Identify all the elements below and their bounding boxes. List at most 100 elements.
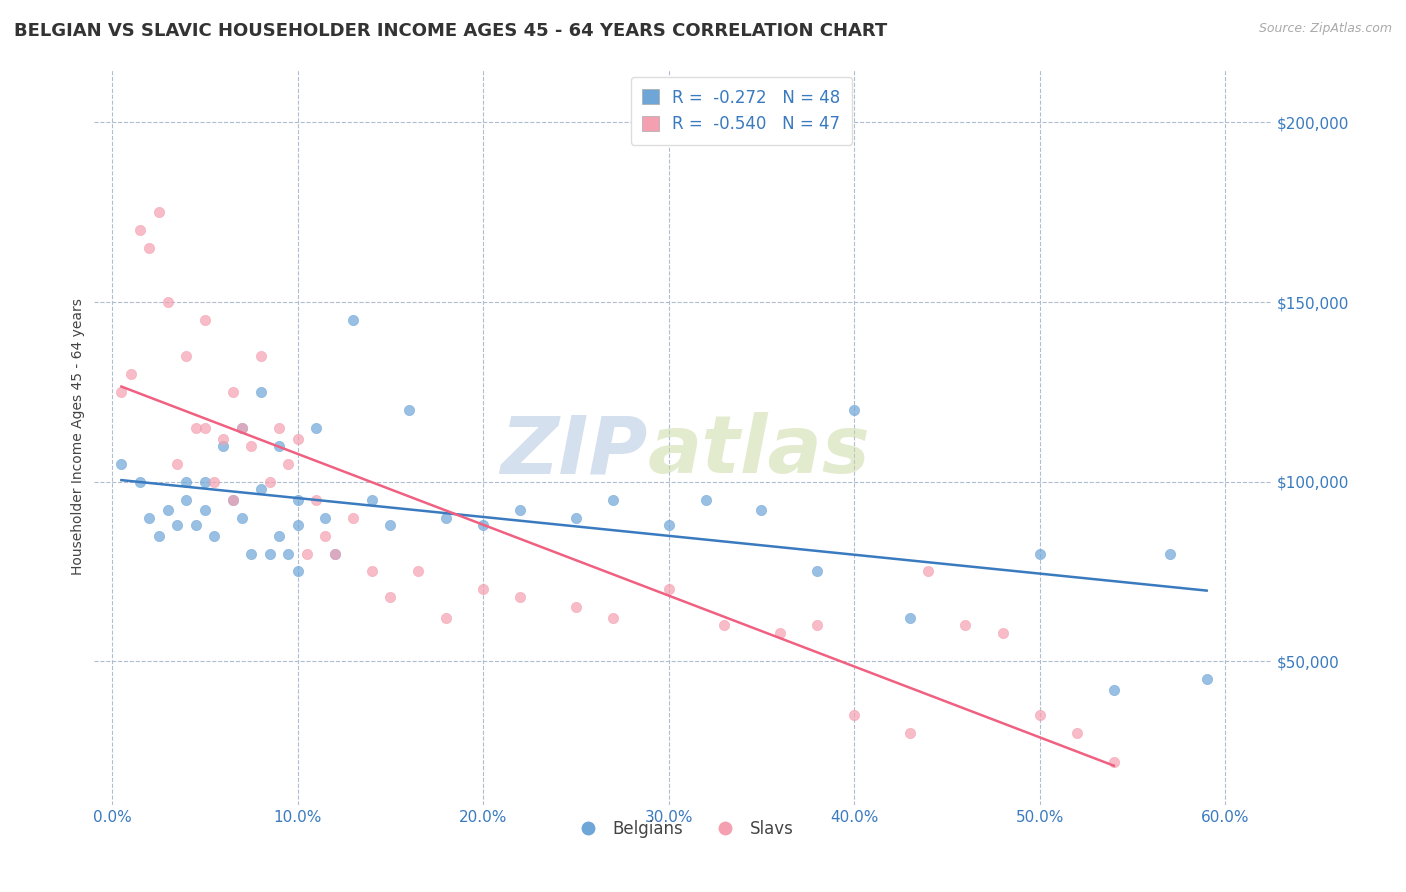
Y-axis label: Householder Income Ages 45 - 64 years: Householder Income Ages 45 - 64 years <box>72 298 86 575</box>
Point <box>249 482 271 496</box>
Point <box>110 384 132 399</box>
Point <box>202 475 225 489</box>
Point <box>342 313 364 327</box>
Point <box>166 457 188 471</box>
Point <box>176 492 198 507</box>
Point <box>176 475 198 489</box>
Point <box>110 457 132 471</box>
Point <box>240 547 263 561</box>
Text: ZIP: ZIP <box>501 412 647 491</box>
Point <box>844 708 866 723</box>
Point <box>398 402 420 417</box>
Point <box>277 457 299 471</box>
Point <box>184 517 207 532</box>
Point <box>323 547 346 561</box>
Point <box>472 582 495 597</box>
Point <box>806 618 828 632</box>
Point <box>148 528 170 542</box>
Point <box>267 439 290 453</box>
Point <box>1195 673 1218 687</box>
Point <box>249 384 271 399</box>
Point <box>231 421 253 435</box>
Point <box>898 726 921 740</box>
Point <box>231 421 253 435</box>
Point <box>231 510 253 524</box>
Text: BELGIAN VS SLAVIC HOUSEHOLDER INCOME AGES 45 - 64 YEARS CORRELATION CHART: BELGIAN VS SLAVIC HOUSEHOLDER INCOME AGE… <box>14 22 887 40</box>
Point <box>148 205 170 219</box>
Point <box>360 492 382 507</box>
Point <box>509 503 531 517</box>
Point <box>1102 755 1125 769</box>
Text: Source: ZipAtlas.com: Source: ZipAtlas.com <box>1258 22 1392 36</box>
Point <box>129 475 152 489</box>
Point <box>222 492 245 507</box>
Point <box>1102 683 1125 698</box>
Point <box>222 492 245 507</box>
Point <box>212 439 235 453</box>
Point <box>434 611 457 625</box>
Point <box>176 349 198 363</box>
Point <box>314 510 336 524</box>
Point <box>323 547 346 561</box>
Point <box>360 565 382 579</box>
Point <box>955 618 977 632</box>
Point <box>222 384 245 399</box>
Point <box>406 565 429 579</box>
Point <box>713 618 735 632</box>
Point <box>305 492 328 507</box>
Point <box>194 475 217 489</box>
Point <box>138 510 160 524</box>
Point <box>806 565 828 579</box>
Point <box>1028 547 1050 561</box>
Point <box>602 492 624 507</box>
Point <box>602 611 624 625</box>
Point <box>342 510 364 524</box>
Point <box>240 439 263 453</box>
Point <box>314 528 336 542</box>
Point <box>991 625 1014 640</box>
Point <box>259 547 281 561</box>
Point <box>129 223 152 237</box>
Point <box>156 503 179 517</box>
Point <box>287 517 309 532</box>
Point <box>202 528 225 542</box>
Point <box>287 432 309 446</box>
Point <box>434 510 457 524</box>
Point <box>287 565 309 579</box>
Point <box>184 421 207 435</box>
Point <box>565 510 588 524</box>
Point <box>751 503 773 517</box>
Point <box>194 421 217 435</box>
Point <box>695 492 717 507</box>
Point <box>267 421 290 435</box>
Point <box>259 475 281 489</box>
Point <box>166 517 188 532</box>
Point <box>305 421 328 435</box>
Point <box>249 349 271 363</box>
Point <box>194 313 217 327</box>
Point <box>658 582 681 597</box>
Point <box>898 611 921 625</box>
Point <box>844 402 866 417</box>
Point <box>769 625 792 640</box>
Point <box>380 517 402 532</box>
Point <box>565 600 588 615</box>
Point <box>277 547 299 561</box>
Point <box>120 367 142 381</box>
Point <box>1159 547 1181 561</box>
Point <box>917 565 939 579</box>
Point <box>472 517 495 532</box>
Point <box>1028 708 1050 723</box>
Point <box>138 241 160 255</box>
Point <box>194 503 217 517</box>
Point <box>1066 726 1088 740</box>
Point <box>295 547 318 561</box>
Text: atlas: atlas <box>647 412 870 491</box>
Point <box>380 590 402 604</box>
Point <box>658 517 681 532</box>
Point <box>267 528 290 542</box>
Point <box>212 432 235 446</box>
Point <box>287 492 309 507</box>
Point <box>509 590 531 604</box>
Legend: Belgians, Slavs: Belgians, Slavs <box>564 814 801 845</box>
